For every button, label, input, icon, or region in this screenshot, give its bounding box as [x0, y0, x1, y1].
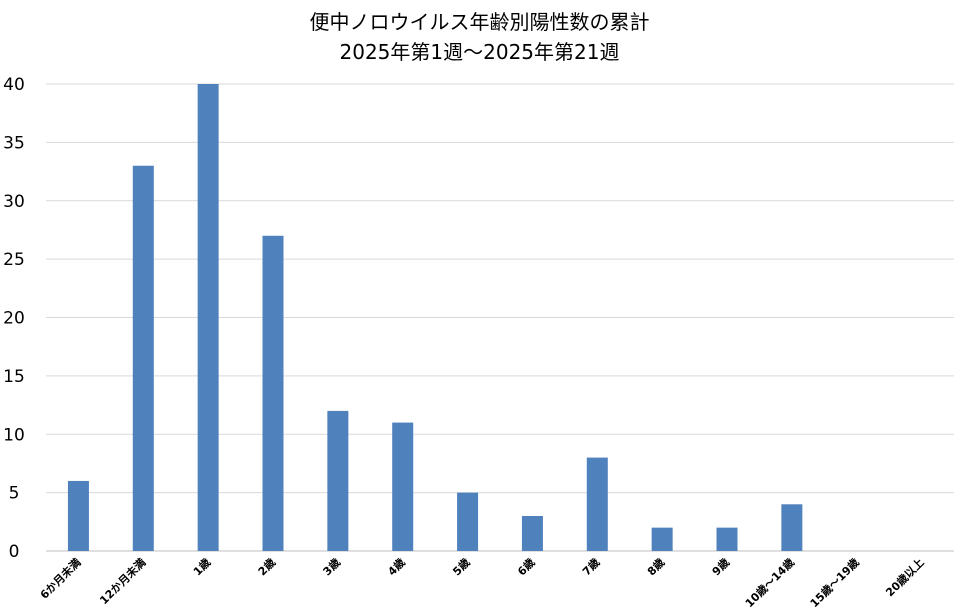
bar	[132, 165, 154, 551]
x-tick-label: 6か月未満	[37, 555, 83, 601]
x-tick-label: 1歳	[190, 555, 213, 578]
x-tick-label: 9歳	[709, 555, 732, 578]
y-tick-label: 10	[3, 425, 25, 445]
y-tick-label: 20	[3, 309, 25, 329]
y-tick-label: 5	[9, 484, 20, 504]
bar	[781, 504, 803, 551]
chart-title: 便中ノロウイルス年齢別陽性数の累計	[309, 10, 650, 34]
x-tick-label: 4歳	[385, 555, 408, 578]
x-tick-label: 6歳	[514, 555, 537, 578]
bar	[716, 527, 738, 551]
bar	[262, 235, 284, 551]
x-tick-label: 7歳	[579, 555, 602, 578]
y-tick-label: 15	[3, 367, 25, 387]
x-tick-label: 5歳	[450, 555, 473, 578]
bar	[327, 410, 349, 551]
y-tick-label: 35	[3, 133, 25, 153]
bar	[586, 457, 608, 551]
bar	[651, 527, 673, 551]
x-tick-label: 3歳	[320, 555, 343, 578]
x-tick-label: 20歳以上	[883, 555, 927, 599]
bar	[521, 515, 543, 551]
bar	[457, 492, 479, 551]
y-tick-label: 25	[3, 250, 25, 270]
x-tick-label: 10歳～14歳	[742, 555, 797, 610]
y-tick-label: 0	[9, 542, 20, 562]
bar	[67, 480, 89, 551]
x-tick-label: 15歳～19歳	[807, 555, 862, 610]
bar	[392, 422, 414, 551]
x-tick-label: 8歳	[644, 555, 667, 578]
bar	[197, 84, 219, 551]
chart-subtitle: 2025年第1週～2025年第21週	[339, 40, 620, 64]
x-tick-label: 2歳	[255, 555, 278, 578]
y-tick-label: 40	[3, 75, 25, 95]
x-tick-label: 12か月未満	[97, 555, 149, 607]
y-tick-label: 30	[3, 192, 25, 212]
